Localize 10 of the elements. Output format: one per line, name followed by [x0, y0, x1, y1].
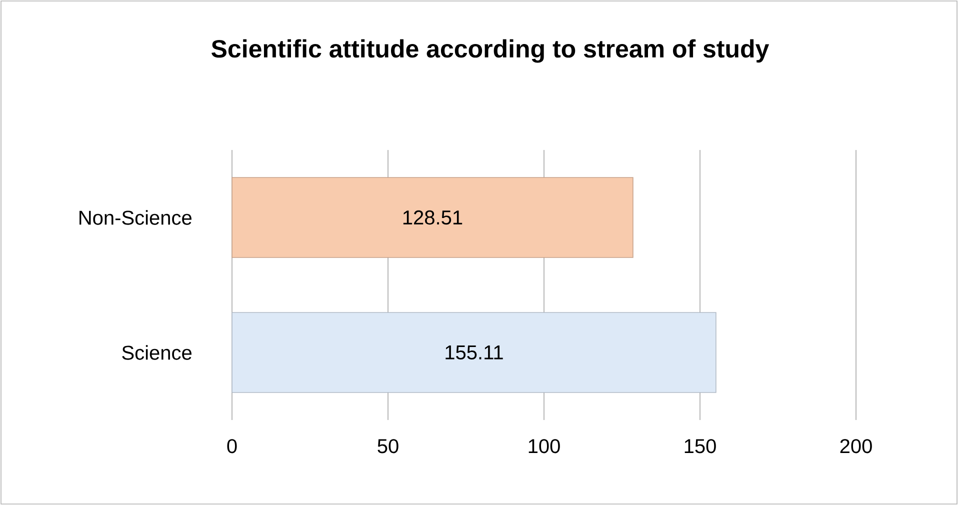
y-tick-label: Non-Science: [80, 210, 192, 225]
data-label: 128.51: [403, 210, 462, 225]
y-tick-label: Science: [122, 345, 192, 360]
x-tick-label: 200: [840, 439, 872, 454]
x-tick-label: 0: [227, 439, 237, 454]
x-tick-label: 50: [378, 439, 398, 454]
chart-title: Scientific attitude according to stream of study: [212, 39, 770, 63]
x-tick-label: 100: [528, 439, 560, 454]
data-label: 155.11: [446, 346, 503, 360]
x-tick-label: 150: [684, 439, 716, 454]
